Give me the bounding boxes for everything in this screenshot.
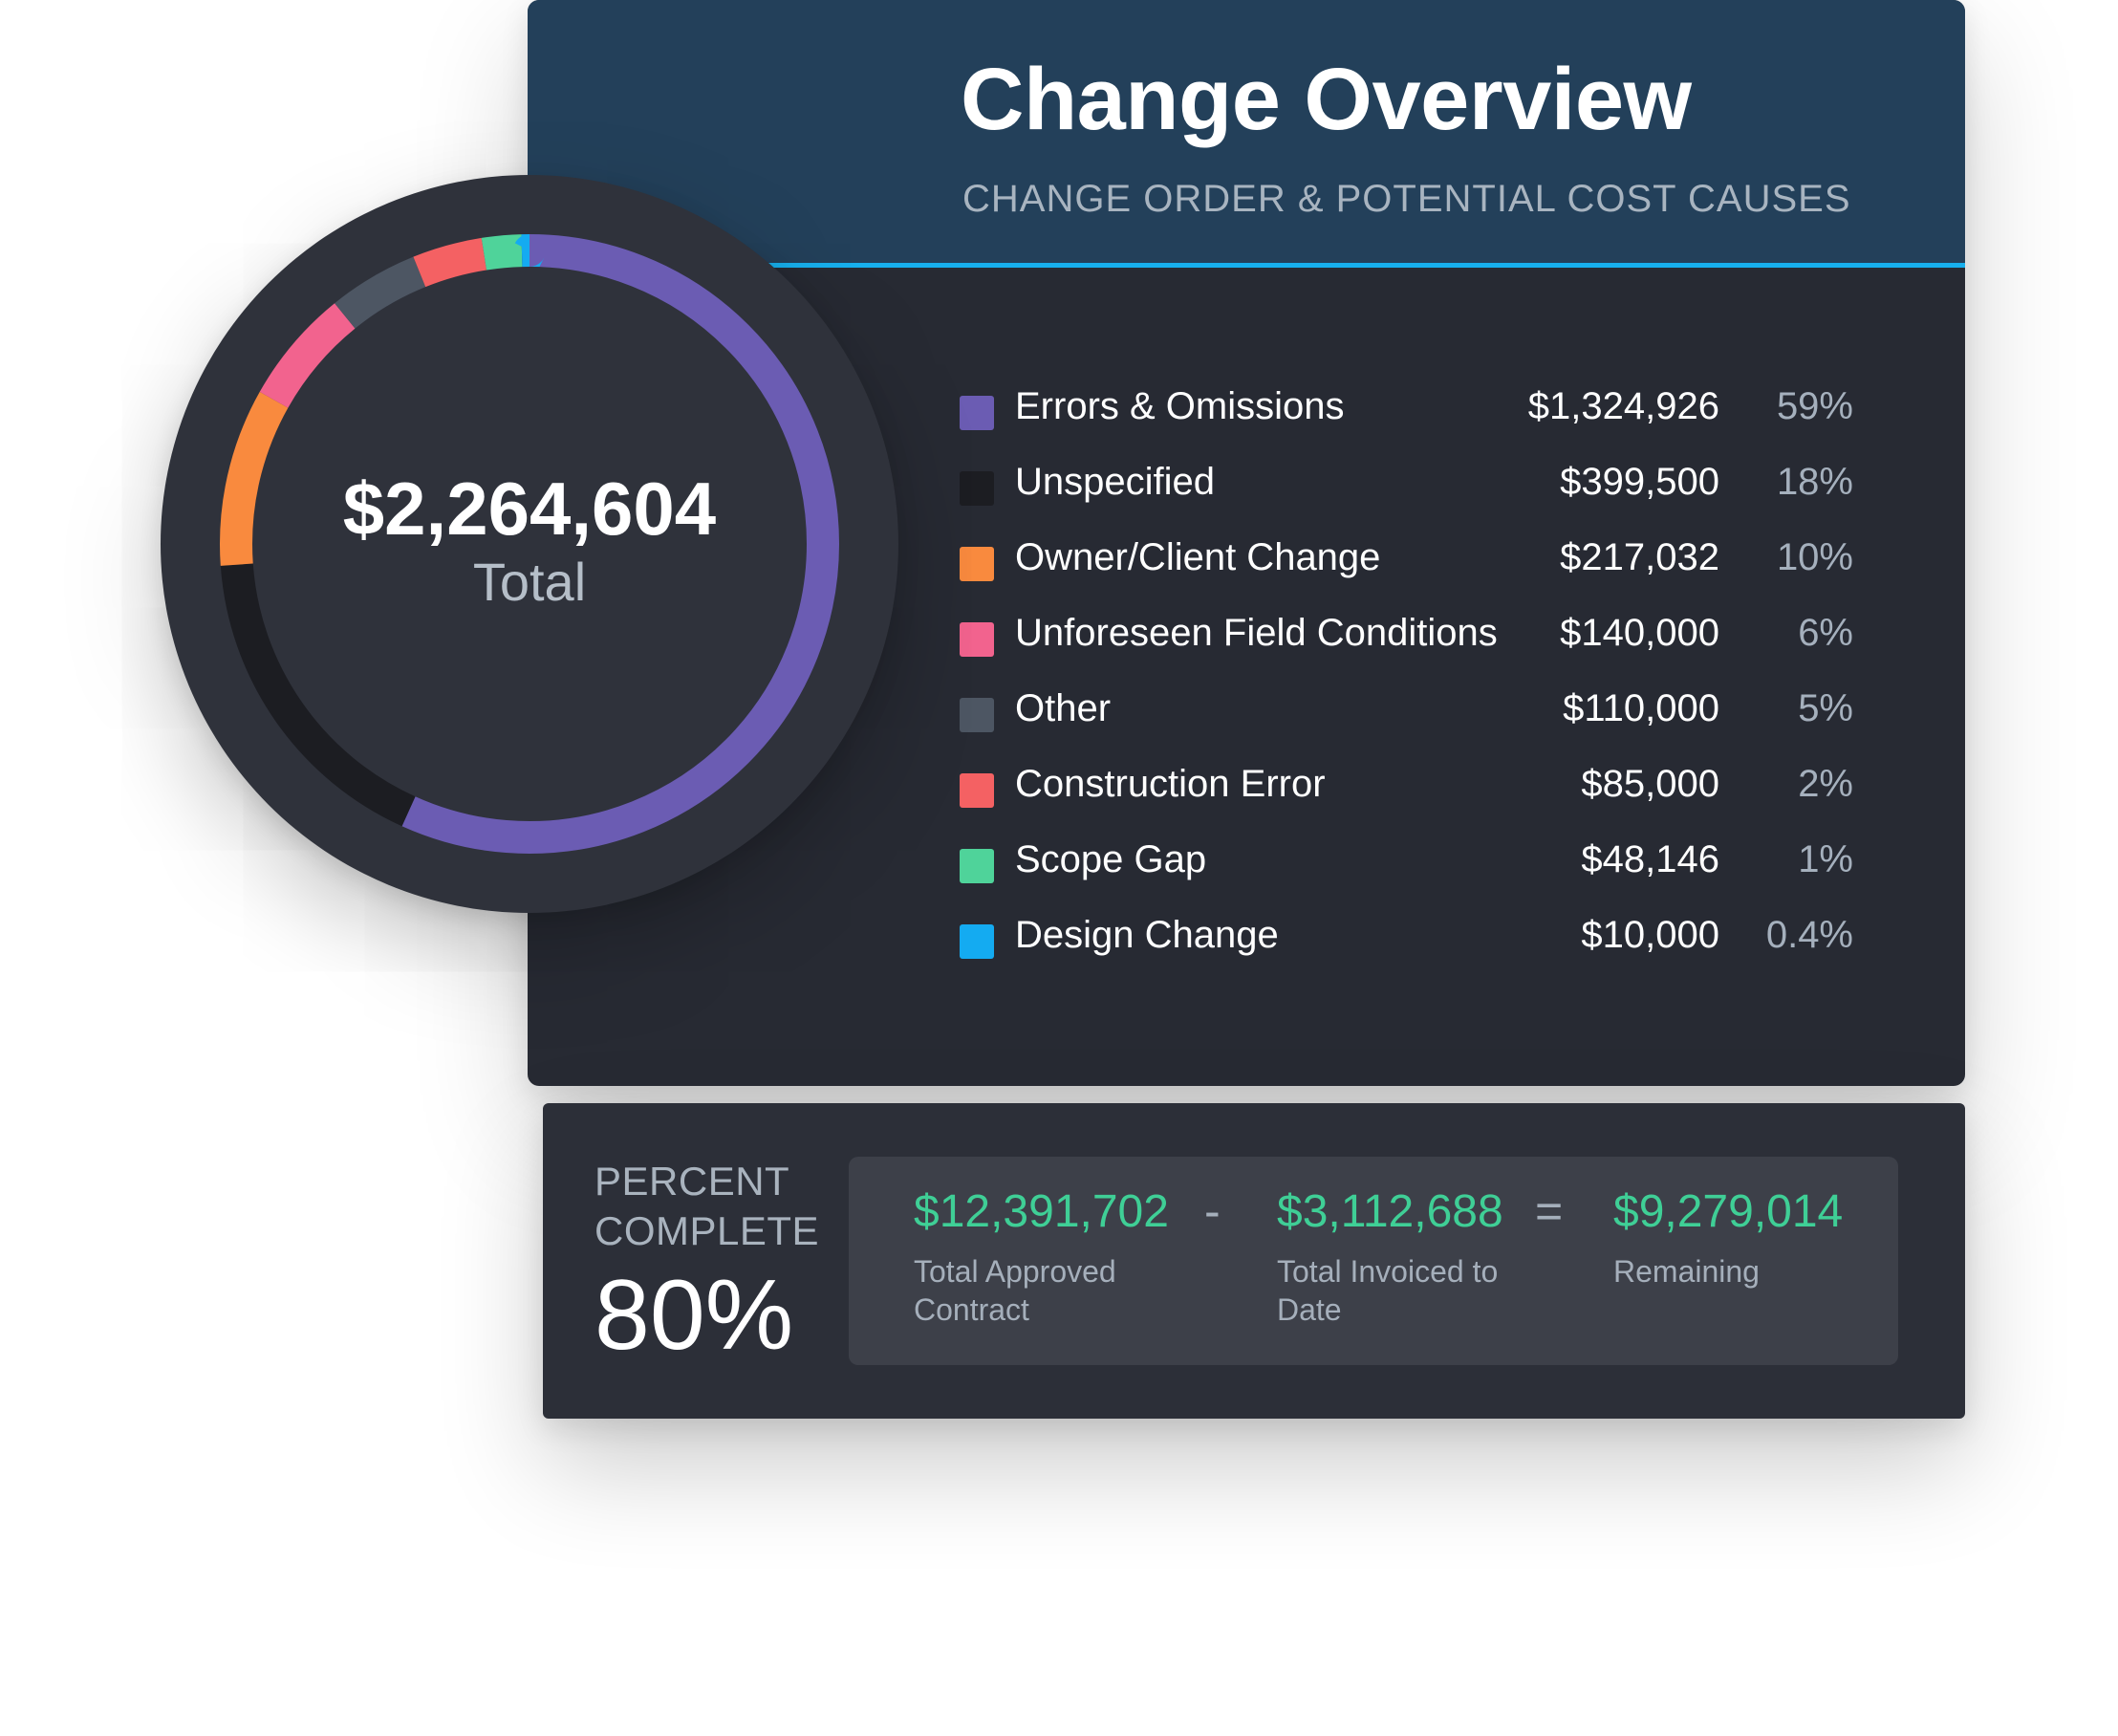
donut-slice (220, 234, 839, 854)
legend-percent: 6% (1798, 612, 1853, 654)
remaining-label: Remaining (1613, 1254, 1760, 1289)
invoiced-stat: $3,112,688 Total Invoiced to Date (1277, 1189, 1506, 1329)
equals-operator: = (1535, 1184, 1564, 1238)
change-overview-card: Change Overview CHANGE ORDER & POTENTIAL… (528, 0, 1965, 1086)
legend-row: Unspecified $399,500 18% (960, 458, 1853, 533)
contract-equation: $12,391,702 Total Approved Contract - $3… (849, 1157, 1898, 1365)
legend-amount: $399,500 (1560, 461, 1719, 503)
legend-amount: $217,032 (1560, 536, 1719, 578)
remaining-stat: $9,279,014 Remaining (1613, 1189, 1843, 1291)
contract-summary-card: PERCENT COMPLETE 80% $12,391,702 Total A… (543, 1103, 1965, 1419)
legend-amount: $110,000 (1563, 687, 1719, 729)
legend-label: Errors & Omissions (1015, 385, 1345, 427)
legend-label: Owner/Client Change (1015, 536, 1381, 578)
approved-contract-value: $12,391,702 (914, 1186, 1169, 1237)
percent-complete-label: PERCENT COMPLETE (594, 1159, 820, 1253)
remaining-value: $9,279,014 (1613, 1186, 1844, 1237)
legend-swatch (960, 471, 994, 506)
approved-contract-label: Total Approved Contract (914, 1254, 1116, 1327)
legend-percent: 18% (1776, 461, 1853, 503)
invoiced-label: Total Invoiced to Date (1277, 1254, 1499, 1327)
percent-complete-value: 80% (594, 1260, 794, 1371)
legend-label: Scope Gap (1015, 838, 1207, 880)
legend-row: Design Change $10,000 0.4% (960, 911, 1853, 987)
legend-percent: 2% (1798, 763, 1853, 805)
legend-amount: $1,324,926 (1527, 385, 1719, 427)
legend-swatch (960, 547, 994, 581)
invoiced-value: $3,112,688 (1277, 1186, 1503, 1237)
legend-label: Design Change (1015, 914, 1279, 956)
legend-row: Other $110,000 5% (960, 684, 1853, 760)
legend-swatch (960, 924, 994, 959)
legend-row: Scope Gap $48,146 1% (960, 835, 1853, 911)
donut-slice (220, 234, 839, 854)
legend-swatch (960, 849, 994, 883)
legend-percent: 1% (1798, 838, 1853, 880)
legend-swatch (960, 698, 994, 732)
legend-percent: 0.4% (1765, 914, 1853, 956)
legend-row: Errors & Omissions $1,324,926 59% (960, 382, 1853, 458)
legend-percent: 10% (1776, 536, 1853, 578)
page-subtitle: CHANGE ORDER & POTENTIAL COST CAUSES (962, 178, 1851, 220)
donut-svg (220, 234, 839, 854)
legend-row: Construction Error $85,000 2% (960, 760, 1853, 835)
chart-legend: Errors & Omissions $1,324,926 59% Unspecifi… (960, 382, 1853, 987)
donut-chart: $2,264,604 Total (161, 175, 898, 913)
legend-amount: $48,146 (1581, 838, 1719, 880)
legend-swatch (960, 396, 994, 430)
card-header: Change Overview CHANGE ORDER & POTENTIAL… (528, 0, 1965, 268)
donut-center: $2,264,604 Total (161, 471, 898, 609)
legend-label: Construction Error (1015, 763, 1326, 805)
page-title: Change Overview (961, 51, 1692, 148)
legend-swatch (960, 773, 994, 808)
donut-total-label: Total (472, 552, 587, 612)
legend-percent: 5% (1798, 687, 1853, 729)
donut-total-value: $2,264,604 (342, 467, 717, 551)
approved-contract-stat: $12,391,702 Total Approved Contract (914, 1189, 1169, 1329)
legend-amount: $85,000 (1581, 763, 1719, 805)
legend-amount: $10,000 (1581, 914, 1719, 956)
legend-swatch (960, 622, 994, 657)
legend-percent: 59% (1776, 385, 1853, 427)
legend-label: Other (1015, 687, 1112, 729)
legend-row: Owner/Client Change $217,032 10% (960, 533, 1853, 609)
legend-row: Unforeseen Field Conditions $140,000 6% (960, 609, 1853, 684)
legend-label: Unforeseen Field Conditions (1015, 612, 1498, 654)
legend-amount: $140,000 (1560, 612, 1719, 654)
legend-label: Unspecified (1015, 461, 1216, 503)
minus-operator: - (1204, 1184, 1221, 1238)
